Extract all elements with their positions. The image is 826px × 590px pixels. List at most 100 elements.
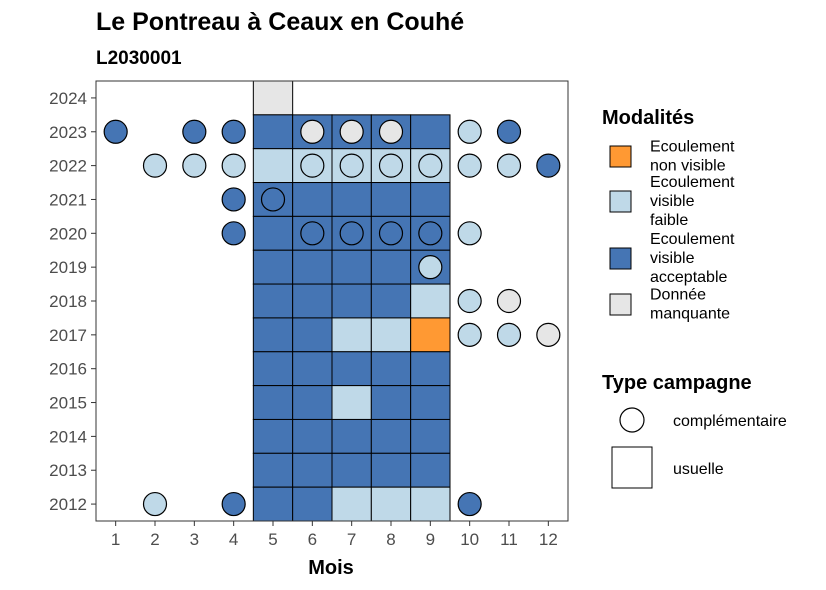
tile-2018-9 <box>410 283 451 319</box>
tile-2016-6 <box>292 351 333 387</box>
tile-2014-8 <box>370 418 412 454</box>
point-2017-10 <box>457 322 482 347</box>
tile-2021-7 <box>331 182 372 217</box>
tile-2016-8 <box>370 351 412 387</box>
point-2022-10 <box>457 153 482 178</box>
tile-2018-7 <box>331 283 372 319</box>
y-tick-label-2021: 2021 <box>49 190 87 209</box>
x-tick-label-2: 2 <box>150 530 159 549</box>
x-tick-label-10: 10 <box>460 530 479 549</box>
x-axis-title: Mois <box>308 557 354 579</box>
legend-label-complementaire: complémentaire <box>673 413 787 430</box>
x-tick-label-1: 1 <box>111 530 120 549</box>
tile-2018-8 <box>370 283 412 319</box>
legend-key-complementaire <box>619 407 645 433</box>
tile-2023-5 <box>252 114 294 150</box>
tile-2020-5 <box>252 215 294 251</box>
tile-2024-5 <box>252 80 294 116</box>
tile-2017-6 <box>292 317 333 353</box>
legend-type-campagne: Type campagne complémentaire usuelle <box>602 372 787 489</box>
point-2022-4 <box>221 153 246 178</box>
legend-key-acceptable <box>609 247 632 270</box>
y-axis: 2012 2013 2014 2015 2016 2017 2018 2019 2020 2021… <box>49 89 96 514</box>
tile-2014-9 <box>410 418 451 454</box>
legend-key-faible <box>609 190 632 213</box>
point-2020-6 <box>300 221 325 246</box>
y-tick-label-2013: 2013 <box>49 461 87 480</box>
complementaire-points <box>103 119 561 517</box>
y-tick-label-2019: 2019 <box>49 258 87 277</box>
tile-2015-5 <box>252 385 294 420</box>
y-tick-label-2018: 2018 <box>49 292 87 311</box>
legend-modalites-title: Modalités <box>602 107 694 129</box>
point-2012-2 <box>142 491 168 517</box>
point-2023-1 <box>103 119 128 144</box>
y-tick-label-2024: 2024 <box>49 89 87 108</box>
point-2022-8 <box>378 153 404 178</box>
chart-title: Le Pontreau à Ceaux en Couhé <box>96 8 464 36</box>
legend-campagne-title: Type campagne <box>602 372 752 394</box>
point-2018-10 <box>457 288 482 314</box>
point-2017-11 <box>496 322 522 347</box>
tile-2015-6 <box>292 385 333 420</box>
y-tick-label-2012: 2012 <box>49 495 87 514</box>
tile-2012-9 <box>410 486 451 522</box>
tile-2023-9 <box>410 114 451 150</box>
legend-key-manquante <box>609 293 632 316</box>
legend-label-nonvisible: Ecoulement non visible <box>650 139 735 175</box>
x-tick-label-6: 6 <box>308 530 317 549</box>
y-tick-label-2014: 2014 <box>49 427 87 446</box>
x-tick-label-12: 12 <box>539 530 558 549</box>
legend-key-nonvisible <box>609 145 632 168</box>
y-tick-label-2015: 2015 <box>49 394 87 413</box>
x-tick-label-5: 5 <box>268 530 277 549</box>
x-tick-label-8: 8 <box>386 530 395 549</box>
point-2022-11 <box>496 153 522 178</box>
tile-2013-7 <box>331 452 372 488</box>
tile-2015-8 <box>370 385 412 420</box>
chart-subtitle: L2030001 <box>96 48 182 69</box>
tile-2016-9 <box>410 351 451 387</box>
point-2022-6 <box>300 153 325 178</box>
point-2023-6 <box>300 119 325 144</box>
point-2020-4 <box>221 221 246 246</box>
x-tick-label-11: 11 <box>500 530 518 549</box>
tile-2022-5 <box>252 148 294 184</box>
tile-2021-6 <box>292 182 333 217</box>
point-2022-2 <box>142 153 168 178</box>
legend-label-manquante: Donnée manquante <box>650 287 730 323</box>
point-2017-12 <box>536 322 561 347</box>
tile-2017-7 <box>331 317 372 353</box>
tile-2012-8 <box>370 486 412 522</box>
point-2020-7 <box>339 221 364 246</box>
point-2023-7 <box>339 119 364 144</box>
x-tick-label-7: 7 <box>347 530 356 549</box>
tile-2015-9 <box>410 385 451 420</box>
y-tick-label-2017: 2017 <box>49 326 87 345</box>
point-2022-7 <box>339 153 364 178</box>
tile-2016-5 <box>252 351 294 387</box>
legend-label-faible: Ecoulement visible faible <box>650 174 735 229</box>
point-2012-10 <box>457 491 482 517</box>
tile-2013-9 <box>410 452 451 488</box>
point-2023-3 <box>182 119 207 144</box>
point-2020-9 <box>418 221 443 246</box>
tile-2015-7 <box>331 385 372 420</box>
tile-2013-8 <box>370 452 412 488</box>
tile-2014-5 <box>252 418 294 454</box>
point-2022-12 <box>536 153 561 178</box>
point-2021-5 <box>260 187 286 212</box>
tile-2018-6 <box>292 283 333 319</box>
x-axis: 1 2 3 4 5 6 7 8 9 10 11 12 <box>111 521 558 549</box>
point-2022-9 <box>418 153 443 178</box>
point-2012-4 <box>221 491 246 517</box>
tile-2014-7 <box>331 418 372 454</box>
y-tick-label-2022: 2022 <box>49 157 87 176</box>
tile-2021-8 <box>370 182 412 217</box>
x-tick-label-9: 9 <box>426 530 435 549</box>
tile-2019-6 <box>292 249 333 285</box>
x-tick-label-4: 4 <box>229 530 238 549</box>
tile-2012-5 <box>252 486 294 522</box>
point-2023-4 <box>221 119 246 144</box>
